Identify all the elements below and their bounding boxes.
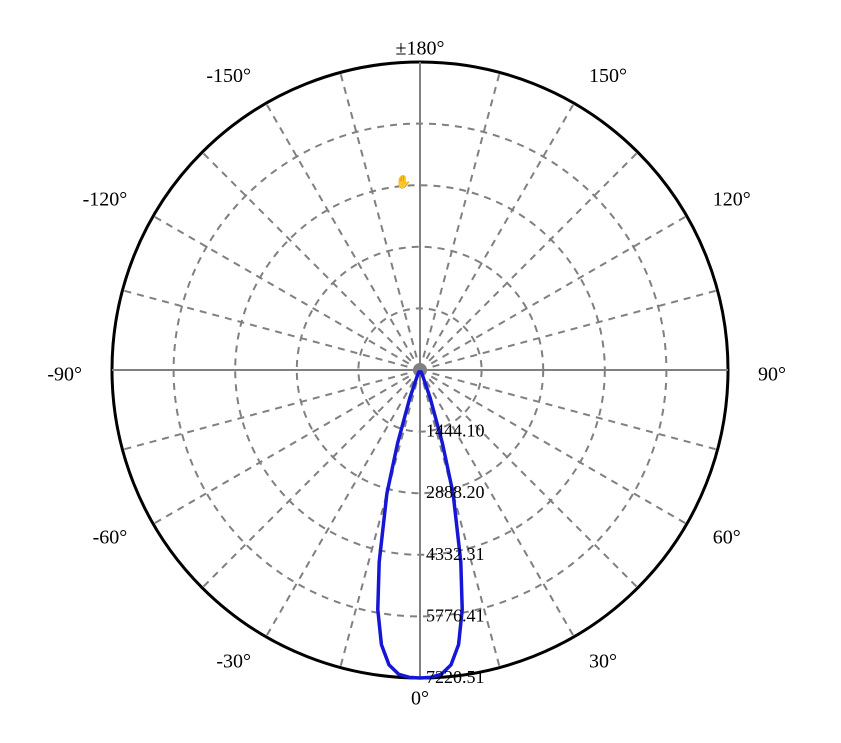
angle-label: 120° xyxy=(713,189,751,211)
angle-label: -30° xyxy=(216,650,251,672)
cursor-icon: ✋ xyxy=(395,174,411,189)
ring-label: 2888.20 xyxy=(426,482,485,502)
ring-label: 7220.51 xyxy=(426,667,485,687)
ring-label: 5776.41 xyxy=(426,605,485,625)
angle-label: -60° xyxy=(93,527,128,549)
angle-label: -120° xyxy=(83,189,128,211)
ring-label: 4332.31 xyxy=(426,544,485,564)
angle-label: 60° xyxy=(713,527,741,549)
angle-label: -150° xyxy=(206,65,251,87)
angle-label: -90° xyxy=(47,364,82,386)
angle-label: 0° xyxy=(411,688,429,710)
angle-label: 30° xyxy=(589,650,617,672)
angle-label: ±180° xyxy=(396,38,445,60)
angle-label: 90° xyxy=(758,364,786,386)
angle-label: 150° xyxy=(589,65,627,87)
ring-label: 1444.10 xyxy=(426,421,485,441)
angular-grid xyxy=(112,62,728,678)
polar-chart: 0° 30° 60° 90° 120° 150° ±180° -150° -120° -90° -6… xyxy=(0,0,841,743)
